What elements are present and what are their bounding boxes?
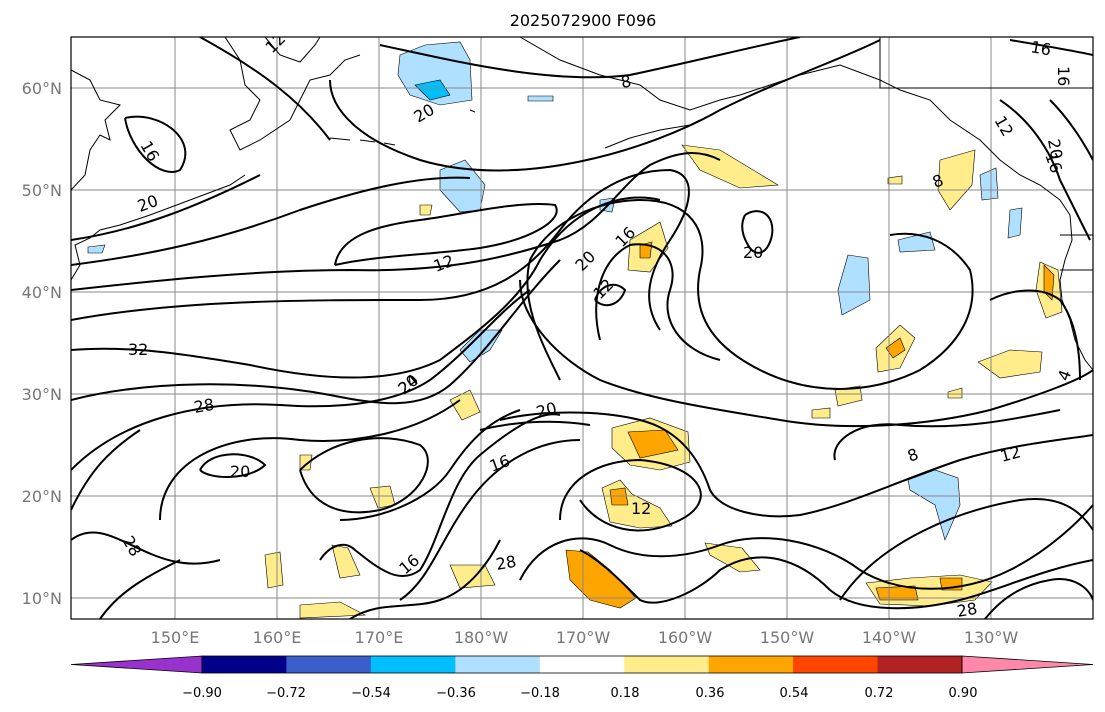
colorbar-tick-label: −0.90	[182, 686, 222, 701]
colorbar-tick-label: −0.54	[351, 686, 391, 701]
colorbar-cell	[539, 656, 625, 673]
contour-label: 12	[998, 442, 1023, 466]
lon-label: 170°W	[556, 628, 611, 647]
colorbar-tick-label: 0.54	[780, 686, 809, 701]
colorbar-cell	[708, 656, 794, 673]
colorbar-tick-label: −0.72	[266, 686, 306, 701]
colorbar-cells	[70, 655, 1094, 674]
colorbar-tick-label: −0.36	[436, 686, 476, 701]
colorbar-tick-label: 0.18	[611, 686, 640, 701]
contour-label: 20	[743, 243, 763, 262]
lat-label: 40°N	[22, 283, 62, 302]
negative-shading	[87, 41, 1023, 541]
colorbar-tick-labels: −0.90 −0.72 −0.54 −0.36 −0.18 0.18 0.36 …	[182, 686, 977, 701]
plot-title: 2025072900 F096	[510, 11, 657, 30]
colorbar-tick-label: 0.72	[865, 686, 894, 701]
colorbar-cell	[877, 656, 963, 673]
coastlines	[71, 37, 1093, 371]
lon-label: 160°W	[658, 628, 713, 647]
graticule	[71, 37, 1093, 619]
colorbar-frame	[201, 655, 963, 674]
contour-label: 32	[128, 340, 148, 359]
lon-label: 150°E	[151, 628, 200, 647]
colorbar-cell	[624, 656, 710, 673]
lon-label: 170°E	[355, 628, 404, 647]
contour-label: 16	[1054, 66, 1073, 86]
map-background	[71, 37, 1093, 619]
colorbar-cell	[202, 656, 287, 673]
colorbar-cell	[455, 656, 541, 673]
contour-label: 20	[230, 462, 250, 481]
lat-label: 30°N	[22, 385, 62, 404]
contour-label: 20	[534, 398, 559, 422]
colorbar-tick-label: 0.90	[949, 686, 978, 701]
colorbar-extend-low	[70, 655, 203, 674]
colorbar: −0.90 −0.72 −0.54 −0.36 −0.18 0.18 0.36 …	[70, 655, 1094, 701]
contour-label: 20	[1044, 137, 1066, 160]
colorbar-cell	[370, 656, 456, 673]
colorbar-extend-high	[961, 655, 1094, 674]
lat-label: 50°N	[22, 181, 62, 200]
colorbar-cell	[286, 656, 372, 673]
contour-label: 28	[955, 599, 978, 621]
contour-label: 12	[631, 499, 651, 518]
colorbar-cell	[793, 656, 879, 673]
contour-lines	[71, 37, 1093, 619]
colorbar-tick-label: −0.18	[520, 686, 560, 701]
lon-label: 150°W	[760, 628, 815, 647]
lat-label: 10°N	[22, 589, 62, 608]
contour-label: 16	[1029, 37, 1052, 59]
lat-label: 20°N	[22, 487, 62, 506]
latitude-labels: 60°N 50°N 40°N 30°N 20°N 10°N	[22, 79, 62, 608]
longitude-labels: 150°E 160°E 170°E 180°W 170°W 160°W 150°…	[151, 628, 1019, 647]
contour-label: 28	[192, 395, 215, 417]
lon-label: 140°W	[862, 628, 917, 647]
map-panel: 12 16 8 20 16 16 12 12 16 20 20 20 12 16…	[70, 36, 1094, 621]
lat-label: 60°N	[22, 79, 62, 98]
lon-label: 160°E	[253, 628, 302, 647]
contour-label: 8	[619, 71, 632, 91]
lon-label: 180°W	[454, 628, 509, 647]
map-frame	[70, 36, 1094, 620]
contour-label: 28	[494, 552, 517, 574]
colorbar-tick-label: 0.36	[696, 686, 725, 701]
lon-label: 130°W	[964, 628, 1019, 647]
